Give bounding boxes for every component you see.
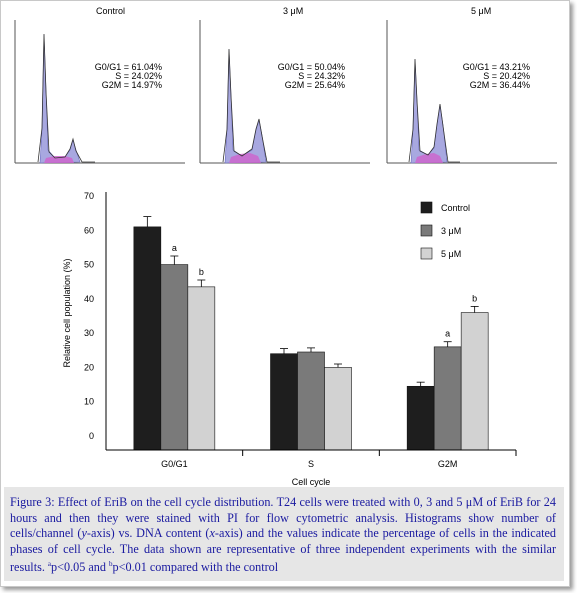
- bar: [297, 351, 325, 451]
- histogram-stat-g2m: G2M = 14.97%: [102, 80, 162, 90]
- histogram-stat-g2m: G2M = 36.44%: [470, 80, 530, 90]
- histogram-title: 3 μM: [283, 6, 303, 16]
- legend-label: 5 μM: [441, 249, 461, 259]
- significance-label: b: [472, 293, 477, 303]
- histogram-fill: [224, 49, 267, 164]
- histogram-stat-g0g1: G0/G1 = 50.04%: [278, 62, 345, 72]
- bar: [324, 367, 352, 451]
- y-tick-label: 0: [89, 431, 94, 441]
- caption-sup-a: a: [47, 560, 52, 569]
- histogram-trace: [37, 33, 95, 163]
- bar-chart: a b a b 0 10 20 30 40 50 60 70 G0/G1 S G2M Control 3 μ…: [62, 191, 517, 487]
- histogram-stat-g0g1: G0/G1 = 61.04%: [95, 62, 162, 72]
- y-tick-label: 50: [84, 260, 94, 270]
- caption-sup-b: b: [109, 560, 113, 569]
- x-tick-label: G0/G1: [161, 459, 188, 469]
- histogram-3um: 3 μM G0/G1 = 50.04% S = 24.32% G2M = 25.…: [199, 6, 370, 164]
- legend-label: Control: [441, 203, 470, 213]
- histogram-title: Control: [96, 6, 125, 16]
- legend-swatch: [420, 224, 433, 237]
- bar: [187, 286, 216, 451]
- caption-x-italic: x: [209, 526, 215, 541]
- bar: [460, 312, 489, 451]
- caption-text: Figure 3: Effect of EriB on the cell cyc…: [10, 495, 556, 541]
- histogram-stat-g0g1: G0/G1 = 43.21%: [463, 62, 530, 72]
- caption-text: p<0.05 and: [51, 560, 110, 575]
- y-tick-label: 40: [84, 294, 94, 304]
- legend-swatch: [420, 247, 433, 260]
- bar: [160, 264, 189, 451]
- y-tick-label: 30: [84, 328, 94, 338]
- bar-chart-axes: 0 10 20 30 40 50 60 70 G0/G1 S G2M: [84, 191, 517, 469]
- x-tick-label: S: [308, 459, 314, 469]
- caption-text: -axis) vs. DNA content (: [86, 526, 210, 541]
- histogram-stat-g2m: G2M = 25.64%: [285, 80, 345, 90]
- bar: [406, 385, 435, 451]
- significance-label: a: [172, 243, 177, 253]
- histogram-control: Control G0/G1 = 61.04% S = 24.02% G2M = …: [14, 6, 185, 164]
- histogram-5um: 5 μM G0/G1 = 43.21% S = 20.42% G2M = 36.…: [386, 6, 557, 164]
- histogram-trace: [408, 58, 460, 163]
- histogram-stat-s: S = 24.32%: [298, 71, 345, 81]
- histogram-stat-s: S = 20.42%: [483, 71, 530, 81]
- caption-text: -axis) and the values indicate the perce…: [10, 526, 556, 575]
- y-tick-label: 10: [84, 397, 94, 407]
- caption-text: p<0.01 compared with the control: [112, 560, 279, 575]
- x-axis-label: Cell cycle: [292, 477, 331, 487]
- bar-chart-legend: Control 3 μM 5 μM: [420, 201, 470, 260]
- histogram-trace: [222, 48, 280, 163]
- y-tick-label: 70: [84, 191, 94, 201]
- bar-chart-bars: a b a b: [133, 216, 489, 451]
- caption-y-italic: y: [81, 526, 87, 541]
- y-axis-label: Relative cell population (%): [62, 258, 72, 367]
- bar: [433, 346, 462, 451]
- significance-label: b: [199, 267, 204, 277]
- y-tick-label: 20: [84, 362, 94, 372]
- histogram-fill: [410, 59, 448, 164]
- figure-caption: Figure 3: Effect of EriB on the cell cyc…: [4, 487, 564, 581]
- y-tick-label: 60: [84, 225, 94, 235]
- histogram-s-phase: [415, 153, 443, 163]
- bar: [133, 226, 162, 451]
- x-tick-label: G2M: [438, 459, 458, 469]
- histogram-stat-s: S = 24.02%: [115, 71, 162, 81]
- histogram-s-phase: [44, 156, 74, 163]
- significance-label: a: [445, 329, 450, 339]
- legend-swatch: [420, 201, 433, 214]
- legend-label: 3 μM: [441, 226, 461, 236]
- histogram-title: 5 μM: [471, 6, 491, 16]
- histogram-s-phase: [229, 153, 261, 163]
- bar: [270, 353, 298, 451]
